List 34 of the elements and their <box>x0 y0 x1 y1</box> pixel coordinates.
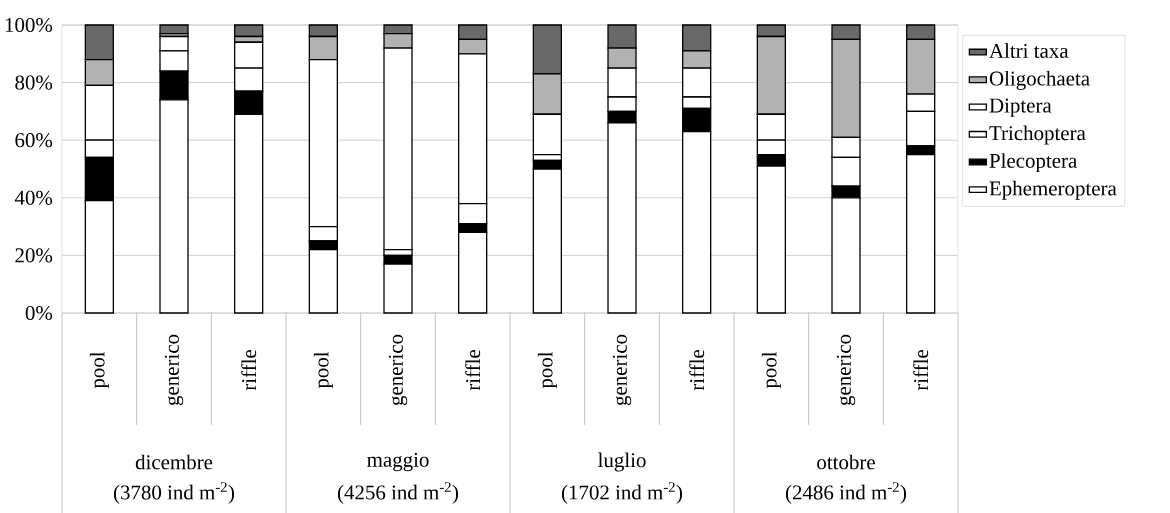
legend-label: Trichoptera <box>989 125 1086 145</box>
x-tick-label: riffle <box>465 349 481 391</box>
bar <box>159 24 189 35</box>
x-tick-label: generico <box>836 334 856 406</box>
bar <box>234 24 264 38</box>
x-tick-label: riffle <box>913 349 929 391</box>
x-tick-label: pool <box>537 351 557 389</box>
x-tick-label: generico <box>388 334 408 406</box>
x-tick-label: generico <box>612 334 632 406</box>
legend-label: Diptera <box>989 98 1052 117</box>
x-tick-label: riffle <box>689 349 705 391</box>
text: (4256 ind m$^{-2}$) <box>337 482 459 504</box>
legend-label: Altri taxa <box>989 43 1069 58</box>
text: (3780 ind m$^{-2}$) <box>113 482 235 504</box>
text: ottobre <box>817 454 875 470</box>
x-tick-label: pool <box>761 351 781 389</box>
legend-label: Oligochaeta <box>989 70 1090 90</box>
x-tick-label: generico <box>164 334 184 406</box>
legend-label: Plecoptera <box>989 153 1078 173</box>
y-tick-label: 40% <box>14 190 53 205</box>
text: dicembre <box>135 454 213 470</box>
y-tick-label: 100% <box>5 17 53 33</box>
text: maggio <box>367 452 429 472</box>
legend-label: Ephemeroptera <box>989 180 1117 200</box>
x-tick-label: pool <box>313 351 333 389</box>
text: (1702 ind m$^{-2}$) <box>561 482 683 504</box>
y-tick-label: 0% <box>25 305 53 321</box>
x-tick-label: riffle <box>241 349 257 391</box>
y-tick-label: 60% <box>15 133 53 148</box>
y-tick-label: 20% <box>15 248 53 263</box>
x-tick-label: pool <box>89 351 109 389</box>
text: luglio <box>598 452 646 472</box>
text: (2486 ind m$^{-2}$) <box>785 482 907 504</box>
y-tick-label: 80% <box>15 75 53 90</box>
